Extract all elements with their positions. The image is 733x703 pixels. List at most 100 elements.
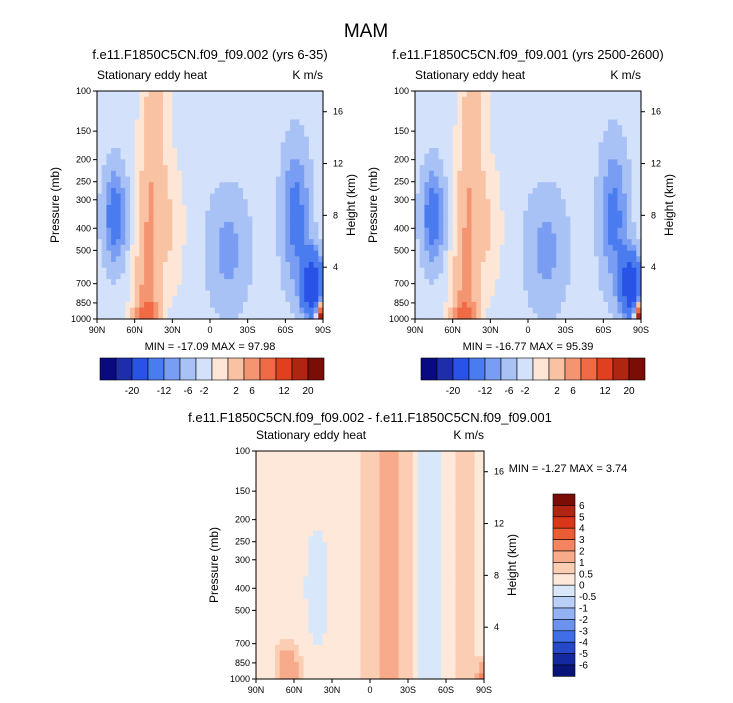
heatmap-cell (298, 451, 305, 458)
heatmap-cell (429, 148, 435, 155)
heatmap-cell (379, 468, 385, 475)
heatmap-cell (303, 530, 309, 538)
heatmap-cell (205, 91, 211, 98)
heatmap-cell (181, 313, 188, 320)
heatmap-cell (148, 165, 155, 172)
heatmap-cell (513, 233, 520, 240)
heatmap-cell (242, 159, 249, 166)
heatmap-cell (438, 187, 444, 195)
heatmap-cell (252, 273, 258, 280)
heatmap-cell (593, 136, 600, 143)
heatmap-cell (106, 233, 112, 240)
heatmap-cell (598, 216, 604, 223)
heatmap-cell (365, 553, 371, 560)
heatmap-cell (476, 307, 482, 314)
heatmap-cell (429, 142, 435, 149)
heatmap-cell (97, 148, 103, 155)
heatmap-cell (570, 153, 576, 160)
heatmap-cell (256, 468, 262, 475)
heatmap-cell (172, 199, 178, 206)
heatmap-cell (270, 490, 276, 498)
heatmap-cell (153, 125, 159, 132)
heatmap-cell (598, 233, 604, 240)
heatmap-cell (275, 456, 281, 463)
heatmap-cell (186, 142, 192, 149)
heatmap-cell (242, 108, 249, 115)
heatmap-cell (462, 205, 468, 212)
heatmap-cell (298, 490, 305, 498)
heatmap-cell (528, 301, 534, 309)
heatmap-cell (384, 479, 390, 486)
heatmap-cell (429, 170, 435, 178)
heatmap-cell (322, 519, 328, 526)
heatmap-cell (106, 165, 112, 172)
heatmap-cell (351, 553, 357, 560)
heatmap-cell (608, 170, 614, 178)
heatmap-cell (238, 222, 244, 229)
heatmap-cell (247, 273, 253, 280)
heatmap-cell (275, 290, 282, 297)
heatmap-cell (424, 148, 430, 155)
heatmap-cell (313, 468, 319, 475)
heatmap-cell (415, 222, 421, 229)
heatmap-cell (457, 102, 463, 109)
heatmap-cell (332, 519, 338, 526)
heatmap-cell (374, 479, 381, 486)
heatmap-cell (294, 256, 301, 263)
heatmap-cell (205, 113, 211, 121)
heatmap-cell (294, 468, 300, 475)
heatmap-cell (284, 542, 290, 549)
heatmap-cell (457, 182, 463, 189)
heatmap-cell (490, 216, 496, 223)
heatmap-cell (271, 205, 277, 212)
heatmap-cell (603, 136, 609, 143)
heatmap-cell (308, 307, 315, 314)
heatmap-cell (266, 273, 272, 280)
heatmap-cell (518, 91, 524, 98)
heatmap-cell (111, 301, 117, 309)
heatmap-cell (224, 113, 230, 121)
heatmap-cell (214, 159, 221, 166)
heatmap-cell (490, 130, 496, 138)
heatmap-cell (589, 256, 595, 263)
heatmap-cell (242, 176, 249, 183)
heatmap-cell (598, 182, 604, 189)
heatmap-cell (490, 102, 496, 109)
heatmap-cell (181, 301, 188, 309)
heatmap-cell (280, 279, 286, 286)
heatmap-cell (417, 553, 423, 560)
heatmap-cell (304, 182, 310, 189)
heatmap-cell (313, 485, 319, 492)
heatmap-cell (575, 102, 581, 109)
heatmap-cell (275, 119, 282, 126)
heatmap-cell (355, 519, 362, 526)
heatmap-cell (219, 301, 225, 309)
heatmap-cell (465, 473, 471, 481)
heatmap-cell (429, 113, 435, 121)
heatmap-cell (279, 530, 286, 538)
heatmap-cell (97, 136, 103, 143)
heatmap-cell (346, 513, 352, 520)
heatmap-cell (523, 239, 529, 246)
heatmap-cell (424, 313, 430, 320)
heatmap-cell (417, 513, 423, 520)
heatmap-cell (480, 113, 487, 121)
heatmap-cell (341, 508, 347, 515)
heatmap-cell (560, 153, 567, 160)
heatmap-cell (153, 170, 159, 178)
heatmap-cell (153, 284, 159, 292)
heatmap-cell (476, 108, 482, 115)
heatmap-cell (304, 244, 310, 252)
heatmap-cell (153, 182, 159, 189)
heatmap-cell (101, 256, 108, 263)
heatmap-cell (612, 187, 619, 195)
heatmap-cell (631, 284, 637, 292)
heatmap-cell (275, 451, 281, 458)
heatmap-cell (200, 148, 206, 155)
heatmap-cell (238, 279, 244, 286)
heatmap-cell (398, 565, 404, 572)
heatmap-cell (417, 547, 423, 555)
heatmap-cell (608, 142, 614, 149)
heatmap-cell (120, 313, 126, 320)
x-tick-label: 30N (482, 325, 499, 335)
